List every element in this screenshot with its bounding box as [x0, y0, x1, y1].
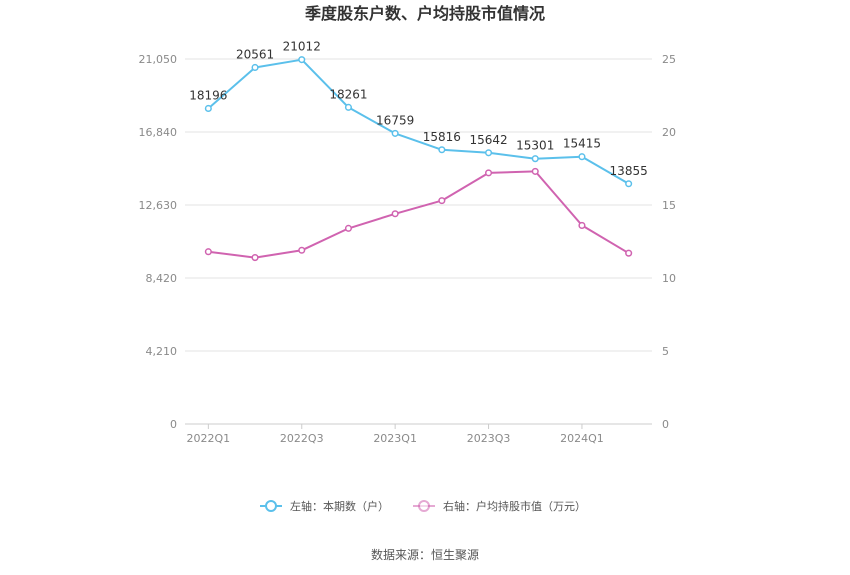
x-tick-label: 2023Q3	[467, 432, 511, 445]
y-right-tick-label: 10	[662, 272, 676, 285]
y-right-tick-label: 20	[662, 126, 676, 139]
data-label: 15301	[516, 139, 554, 153]
y-right-tick-label: 0	[662, 418, 669, 431]
data-label: 20561	[236, 47, 274, 61]
y-right-tick-label: 15	[662, 199, 676, 212]
legend-item[interactable]: 右轴：户均持股市值（万元）	[413, 499, 586, 513]
series-1-point	[251, 254, 259, 262]
series-1-point	[625, 249, 633, 257]
legend-label: 右轴：户均持股市值（万元）	[443, 499, 586, 513]
data-label: 16759	[376, 113, 414, 127]
data-label: 18196	[189, 88, 227, 102]
y-left-tick-label: 4,210	[146, 345, 178, 358]
series-1-point	[531, 167, 539, 175]
y-axis-right: 0 5 10 15 20 25	[662, 53, 676, 431]
series-layer: 18196 20561 21012 18261 16759 15816 15642 15301…	[189, 40, 648, 262]
data-label: 21012	[283, 40, 321, 54]
series-0-point	[204, 104, 212, 113]
series-0-point	[438, 146, 446, 154]
data-source: 数据来源：恒生聚源	[371, 547, 479, 562]
legend-marker	[418, 500, 430, 512]
x-axis: 2022Q1 2022Q3 2023Q1 2023Q3 2024Q1	[185, 423, 652, 445]
y-right-tick-label: 25	[662, 53, 676, 66]
series-1-point	[204, 248, 212, 256]
y-left-tick-label: 16,840	[139, 126, 178, 139]
y-axis-left: 0 4,210 8,420 12,630 16,840 21,050	[139, 53, 178, 431]
series-1-point	[485, 169, 493, 177]
series-0-point	[578, 153, 586, 161]
series-1-point	[578, 221, 586, 229]
series-0-point	[344, 103, 353, 111]
y-left-tick-label: 12,630	[139, 199, 178, 212]
x-tick-label: 2023Q1	[373, 432, 417, 445]
data-label: 18261	[329, 87, 367, 101]
data-label: 15816	[423, 130, 461, 144]
series-0-point	[625, 180, 633, 188]
x-tick-label: 2022Q1	[187, 432, 231, 445]
legend[interactable]: 左轴：本期数（户） 右轴：户均持股市值（万元）	[260, 499, 586, 513]
legend-marker	[265, 500, 277, 512]
chart-title: 季度股东户数、户均持股市值情况	[304, 4, 545, 23]
legend-item[interactable]: 左轴：本期数（户）	[260, 499, 389, 513]
x-tick-label: 2024Q1	[560, 432, 604, 445]
series-line-1	[208, 170, 630, 259]
series-1-point	[344, 224, 353, 232]
y-left-tick-label: 8,420	[146, 272, 178, 285]
series-0-point	[531, 155, 539, 163]
data-label: 15642	[469, 133, 507, 147]
legend-label: 左轴：本期数（户）	[290, 499, 389, 513]
series-1-point	[298, 246, 306, 254]
y-left-tick-label: 21,050	[139, 53, 178, 66]
x-tick-label: 2022Q3	[280, 432, 324, 445]
y-right-tick-label: 5	[662, 345, 669, 358]
grid-lines	[185, 58, 652, 352]
series-1-point	[438, 197, 446, 205]
series-0-point	[391, 129, 399, 137]
data-label: 15415	[563, 137, 601, 151]
series-0-point	[298, 56, 306, 64]
series-0-point	[485, 149, 493, 157]
series-line-0	[207, 58, 630, 185]
series-1-point	[391, 210, 399, 218]
data-label: 13855	[610, 164, 648, 178]
y-left-tick-label: 0	[170, 418, 177, 431]
series-0-point	[251, 63, 259, 72]
